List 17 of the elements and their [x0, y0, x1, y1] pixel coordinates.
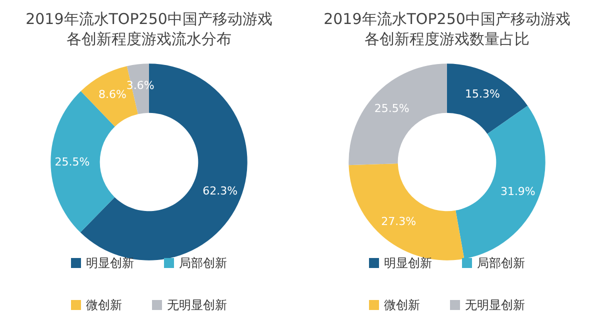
legend-label: 无明显创新	[465, 298, 525, 312]
chart-title: 2019年流水TOP250中国产移动游戏各创新程度游戏流水分布	[26, 10, 272, 48]
data-label: 31.9%	[500, 184, 536, 198]
data-label: 25.5%	[374, 102, 410, 116]
legend-label: 局部创新	[179, 256, 227, 270]
data-label: 8.6%	[98, 88, 126, 102]
data-label: 27.3%	[381, 215, 416, 228]
data-label: 62.3%	[202, 184, 238, 198]
chart-title: 2019年流水TOP250中国产移动游戏各创新程度游戏数量占比	[324, 10, 570, 48]
legend-label: 局部创新	[477, 256, 525, 270]
data-label: 15.3%	[465, 87, 500, 100]
legend-label: 明显创新	[384, 256, 432, 270]
legend-label: 微创新	[86, 298, 122, 312]
legend-label: 微创新	[384, 298, 420, 312]
legend-label: 无明显创新	[167, 298, 227, 312]
legend-label: 明显创新	[86, 256, 134, 270]
data-label: 25.5%	[54, 155, 90, 168]
